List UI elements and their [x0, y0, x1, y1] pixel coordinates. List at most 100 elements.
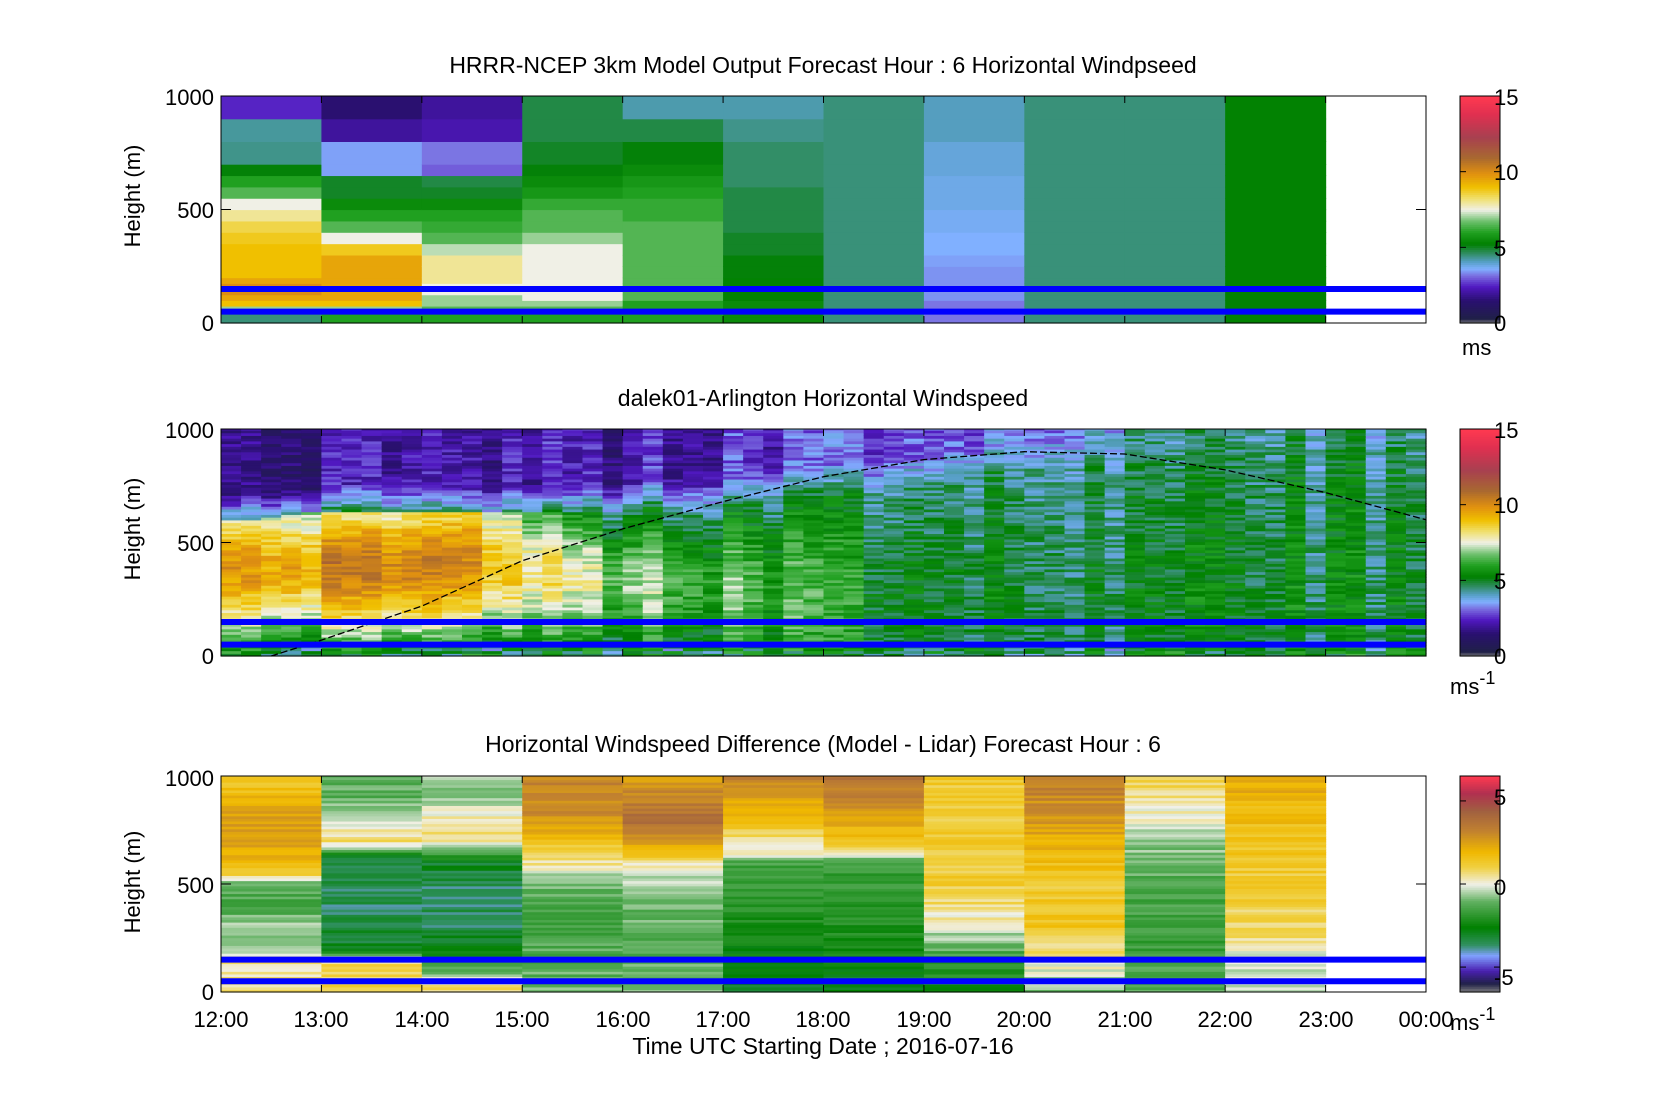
heatmap-cell: [221, 446, 242, 450]
heatmap-cell: [1185, 609, 1206, 614]
heatmap-cell: [221, 634, 242, 638]
heatmap-cell: [944, 587, 965, 592]
heatmap-cell: [883, 541, 905, 545]
heatmap-cell: [783, 448, 805, 453]
heatmap-cell: [723, 489, 744, 494]
heatmap-cell: [863, 492, 885, 496]
heatmap-cell: [1144, 571, 1166, 575]
heatmap-cell: [502, 544, 523, 548]
heatmap-cell: [1124, 601, 1146, 605]
heatmap-cell: [1024, 186, 1126, 199]
heatmap-cell: [984, 470, 1005, 475]
heatmap-cell: [642, 579, 664, 584]
heatmap-cell: [662, 443, 684, 447]
heatmap-cell: [221, 503, 242, 507]
heatmap-cell: [522, 232, 624, 245]
heatmap-cell: [803, 636, 825, 641]
heatmap-cell: [682, 593, 704, 597]
heatmap-cell: [903, 508, 925, 513]
heatmap-cell: [1064, 440, 1086, 445]
heatmap-cell: [723, 186, 825, 199]
heatmap-cell: [582, 527, 604, 532]
heatmap-cell: [462, 429, 483, 434]
heatmap-cell: [823, 519, 845, 524]
heatmap-cell: [662, 432, 684, 436]
heatmap-cell: [441, 579, 463, 584]
heatmap-cell: [622, 492, 644, 496]
heatmap-cell: [281, 579, 302, 584]
heatmap-cell: [944, 547, 965, 551]
heatmap-cell: [1124, 443, 1146, 447]
heatmap-cell: [923, 590, 945, 594]
colorbar-segment: [1460, 296, 1500, 300]
heatmap-cell: [743, 560, 764, 564]
heatmap-cell: [984, 547, 1005, 551]
heatmap-cell: [522, 626, 543, 630]
heatmap-cell: [241, 459, 262, 464]
colorbar-segment: [1460, 167, 1500, 171]
heatmap-cell: [642, 574, 664, 578]
heatmap-cell: [522, 470, 543, 475]
heatmap-cell: [763, 650, 784, 654]
heatmap-cell: [1124, 563, 1146, 567]
heatmap-cell: [1245, 587, 1266, 592]
heatmap-cell: [1144, 519, 1166, 524]
heatmap-cell: [522, 498, 543, 502]
heatmap-cell: [1225, 519, 1246, 524]
heatmap-cell: [642, 429, 664, 434]
heatmap-cell: [622, 448, 644, 453]
heatmap-cell: [341, 451, 363, 456]
heatmap-cell: [823, 631, 845, 635]
heatmap-cell: [703, 604, 724, 608]
heatmap-cell: [1044, 481, 1066, 485]
heatmap-cell: [361, 547, 383, 551]
heatmap-cell: [502, 650, 523, 654]
heatmap-cell: [1245, 593, 1266, 597]
heatmap-cell: [803, 577, 825, 581]
heatmap-cell: [682, 500, 704, 505]
heatmap-cell: [964, 522, 985, 526]
heatmap-cell: [1004, 492, 1025, 496]
heatmap-cell: [381, 481, 403, 485]
heatmap-cell: [1004, 623, 1025, 627]
heatmap-cell: [1004, 457, 1025, 461]
heatmap-cell: [1265, 514, 1287, 518]
heatmap-cell: [763, 601, 784, 605]
heatmap-cell: [1205, 451, 1226, 456]
heatmap-cell: [241, 481, 262, 485]
heatmap-cell: [944, 574, 965, 578]
heatmap-cell: [1084, 587, 1106, 592]
heatmap-cell: [1245, 585, 1266, 589]
heatmap-cell: [381, 503, 403, 507]
heatmap-cell: [1285, 492, 1307, 496]
heatmap-cell: [1004, 522, 1025, 526]
heatmap-cell: [441, 577, 463, 581]
colorbar-segment: [1460, 313, 1500, 317]
heatmap-cell: [381, 555, 403, 559]
heatmap-cell: [1225, 527, 1246, 532]
heatmap-cell: [1265, 615, 1287, 619]
heatmap-cell: [562, 538, 584, 543]
heatmap-cell: [823, 448, 845, 453]
heatmap-cell: [1265, 500, 1287, 505]
heatmap-cell: [462, 533, 483, 537]
heatmap-cell: [923, 481, 945, 485]
heatmap-cell: [1144, 598, 1166, 603]
heatmap-cell: [763, 590, 784, 594]
heatmap-cell: [703, 552, 724, 556]
heatmap-cell: [984, 429, 1005, 431]
heatmap-cell: [421, 538, 443, 543]
heatmap-cell: [642, 500, 664, 505]
heatmap-cell: [1185, 519, 1206, 524]
heatmap-cell: [462, 582, 483, 586]
heatmap-cell: [542, 459, 564, 464]
heatmap-cell: [682, 519, 704, 524]
heatmap-cell: [341, 448, 363, 453]
heatmap-cell: [1225, 429, 1246, 434]
heatmap-cell: [1044, 492, 1066, 496]
heatmap-cell: [1205, 514, 1226, 518]
heatmap-cell: [1024, 317, 1126, 324]
heatmap-cell: [361, 626, 383, 630]
heatmap-cell: [723, 547, 744, 551]
heatmap-cell: [944, 506, 965, 510]
